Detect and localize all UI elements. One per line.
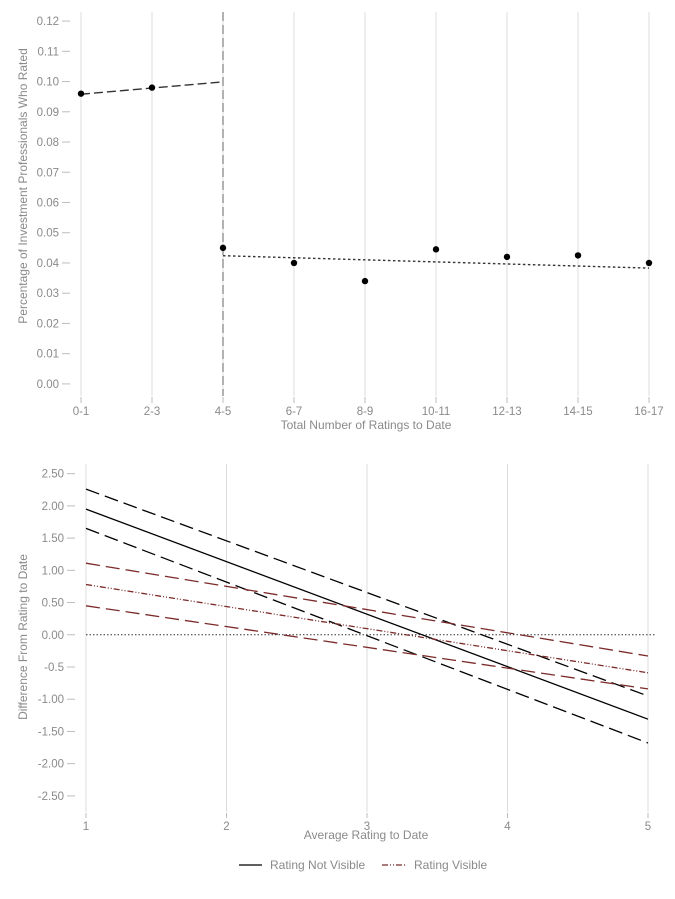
c2-series-line-1 <box>85 508 649 720</box>
c1-xtick-label-6-7: 6-7 <box>286 406 303 418</box>
c2-gridlines <box>85 464 649 812</box>
c2-ytick-label-2-00: -2.00 <box>38 759 64 771</box>
c1-points <box>77 84 653 285</box>
c2-xtick-label-2: 2 <box>223 821 229 833</box>
c1-xtick-label-4-5: 4-5 <box>215 406 232 418</box>
c2-series-lines <box>85 488 649 744</box>
c1-point-8-9 <box>361 277 369 285</box>
c2-y-axis: 2.50 2.00 1.50 1.00 0.50 0.00 -0.5 -1.00 -1.50 -2… <box>38 469 75 803</box>
c2-ytick-label-2-00: 2.00 <box>42 501 64 513</box>
c2-ytick-label-2-50: -2.50 <box>38 791 64 803</box>
c1-ytick-label-0-02: 0.02 <box>37 318 59 330</box>
c1-xtick-label-14-15: 14-15 <box>563 406 592 418</box>
c2-series-line-4 <box>85 583 649 674</box>
c2-ytick-label-1-50: -1.50 <box>38 726 64 738</box>
c2-x-axis: 1 2 3 4 5 <box>83 813 651 833</box>
c1-ytick-label-0-08: 0.08 <box>37 137 59 149</box>
c1-point-16-17 <box>645 259 653 267</box>
c2-ytick-label-0-50: 0.50 <box>42 598 64 610</box>
c1-point-10-11 <box>432 246 440 253</box>
c1-x-axis: 0-1 2-3 4-5 6-7 8-9 10-11 12-13 14-15 16-17 <box>73 397 664 418</box>
c1-fit-line-2 <box>222 255 650 269</box>
c1-point-4-5 <box>219 244 227 252</box>
c1-ytick-label-0-01: 0.01 <box>37 349 59 361</box>
c1-ytick-label-0-10: 0.10 <box>37 77 59 89</box>
chart-rating-difference: 2.50 2.00 1.50 1.00 0.50 0.00 -0.5 -1.00 -1.50 -2… <box>16 464 655 872</box>
c1-xtick-label-16-17: 16-17 <box>634 406 663 418</box>
c2-ytick-label-0-5: -0.5 <box>44 662 64 674</box>
c1-gridlines <box>80 12 650 396</box>
c1-ytick-label-0-03: 0.03 <box>37 288 59 300</box>
c2-ytick-label-1-00: -1.00 <box>38 694 64 706</box>
c2-series-line-5 <box>85 562 649 657</box>
c2-ytick-label-2-50: 2.50 <box>42 469 64 481</box>
c2-xtick-label-1: 1 <box>83 821 89 833</box>
c2-ytick-label-1-50: 1.50 <box>42 533 64 545</box>
legend: Rating Not Visible Rating Visible <box>239 858 487 872</box>
c1-xtick-label-10-11: 10-11 <box>422 406 451 418</box>
c2-x-axis-title: Average Rating to Date <box>304 828 429 842</box>
c1-point-12-13 <box>503 253 511 261</box>
legend-label-rating-visible: Rating Visible <box>414 858 487 872</box>
c1-ytick-label-0-07: 0.07 <box>37 167 59 179</box>
c2-xtick-label-5: 5 <box>645 821 651 833</box>
c1-xtick-label-8-9: 8-9 <box>357 406 374 418</box>
c1-ytick-label-0-05: 0.05 <box>37 228 59 240</box>
c2-ytick-label-0-00: 0.00 <box>42 630 64 642</box>
c2-y-axis-title: Difference From Rating to Date <box>16 554 30 720</box>
c2-ytick-label-1-00: 1.00 <box>42 565 64 577</box>
c1-ytick-label-0-00: 0.00 <box>37 379 59 391</box>
c1-point-0-1 <box>77 90 85 97</box>
c1-point-14-15 <box>574 252 582 259</box>
c1-ytick-label-0-04: 0.04 <box>37 258 60 270</box>
c1-xtick-label-2-3: 2-3 <box>144 406 161 418</box>
c1-ytick-label-0-11: 0.11 <box>37 46 59 58</box>
c1-y-axis: 0.00 0.01 0.02 0.03 0.04 0.05 0.06 0.07 0.08 0.09… <box>37 16 70 391</box>
c2-series-line-3 <box>85 527 649 744</box>
c1-point-2-3 <box>148 84 156 91</box>
c2-xtick-label-4: 4 <box>504 821 511 833</box>
c1-x-axis-title: Total Number of Ratings to Date <box>281 418 452 432</box>
c1-ytick-label-0-12: 0.12 <box>37 16 59 28</box>
chart-ratings-share: 0.00 0.01 0.02 0.03 0.04 0.05 0.06 0.07 0.08 0.09… <box>16 12 664 432</box>
c1-xtick-label-0-1: 0-1 <box>73 406 90 418</box>
c1-xtick-label-12-13: 12-13 <box>492 406 521 418</box>
c2-xtick-label-3: 3 <box>364 821 370 833</box>
legend-label-rating-not-visible: Rating Not Visible <box>270 858 365 872</box>
c1-ytick-label-0-06: 0.06 <box>37 197 59 209</box>
c2-series-line-6 <box>85 605 649 690</box>
c1-y-axis-title: Percentage of Investment Professionals W… <box>16 48 30 323</box>
c1-point-6-7 <box>290 259 298 267</box>
c1-ytick-label-0-09: 0.09 <box>37 107 59 119</box>
